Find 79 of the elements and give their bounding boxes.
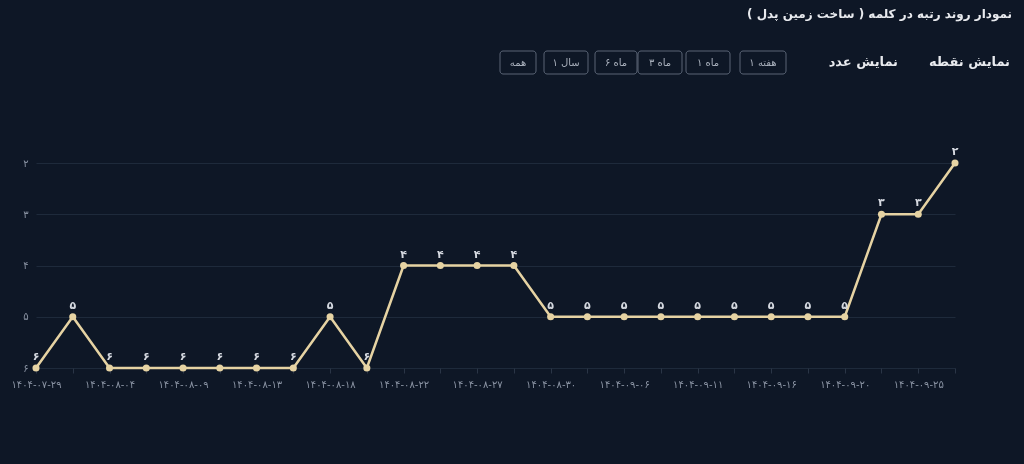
data-label: ۶ [289, 350, 297, 363]
data-label: ۶ [363, 350, 371, 363]
data-label: ۵ [767, 298, 775, 312]
data-label: ۶ [32, 350, 40, 363]
data-label: ۶ [179, 350, 187, 363]
x-tick-label: ۱۴۰۴-۰۷-۲۹ [11, 378, 62, 390]
point [767, 313, 775, 321]
x-tick-label: ۱۴۰۴-۰۸-۰۴ [84, 378, 136, 390]
point [142, 364, 150, 372]
point [105, 364, 114, 372]
data-label: ۶ [216, 350, 224, 363]
data-label: ۶ [253, 350, 260, 363]
point [914, 210, 922, 218]
data-label: ۳ [878, 196, 886, 210]
data-label: ۵ [620, 298, 628, 312]
y-tick-label: ۶ [23, 362, 29, 374]
point [510, 261, 518, 270]
data-label: ۲ [951, 145, 959, 158]
point [32, 364, 40, 372]
y-tick-label: ۲ [23, 157, 29, 169]
x-tick-label: ۱۴۰۴-۰۸-۰۹ [158, 378, 209, 390]
text: ۳ ماه [648, 57, 672, 68]
point [583, 313, 591, 321]
data-label: ۵ [731, 298, 739, 312]
point [473, 261, 481, 270]
point [216, 364, 224, 372]
data-label: ۶ [106, 350, 113, 363]
x-tick-label: ۱۴۰۴-۰۸-۱۸ [305, 378, 357, 390]
text: ۱ سال [552, 57, 580, 68]
point [179, 364, 187, 372]
point [951, 159, 959, 167]
text: نمایش عدد [828, 54, 898, 69]
point [804, 313, 812, 321]
data-label: ۵ [657, 298, 665, 312]
data-label: ۴ [400, 247, 408, 261]
point [547, 313, 555, 321]
point [363, 364, 371, 372]
x-tick-label: ۱۴۰۴-۰۸-۱۳ [231, 378, 283, 390]
x-tick-label: ۱۴۰۴-۰۹-۰۶ [599, 378, 650, 390]
y-tick-label: ۵ [23, 311, 29, 323]
chart-title: نمودار روند رتبه در کلمه ( ساخت زمین پدل ) [746, 7, 1012, 22]
x-tick-label: ۱۴۰۴-۰۹-۱۶ [746, 378, 797, 390]
data-label: ۵ [69, 298, 77, 312]
y-tick-label: ۳ [23, 208, 30, 220]
data-label: ۴ [510, 247, 518, 261]
data-label: ۳ [914, 196, 922, 210]
point [436, 261, 444, 270]
point [289, 364, 297, 372]
data-label: ۵ [326, 298, 334, 312]
text: همه [509, 57, 527, 68]
data-label: ۵ [584, 298, 592, 312]
data-label: ۴ [473, 247, 481, 261]
x-tick-label: ۱۴۰۴-۰۸-۲۷ [452, 378, 504, 390]
text: ۶ ماه [604, 57, 628, 68]
text: نمایش نقطه [928, 54, 1010, 69]
data-label: ۵ [547, 298, 555, 312]
point [620, 313, 628, 321]
point [657, 313, 665, 321]
data-label: ۶ [142, 350, 150, 363]
point [326, 313, 334, 321]
point [877, 210, 886, 218]
data-label: ۵ [804, 298, 812, 312]
x-tick-label: ۱۴۰۴-۰۹-۲۰ [820, 378, 871, 390]
point [253, 364, 261, 372]
point [841, 313, 849, 321]
data-label: ۴ [437, 247, 444, 261]
point [69, 313, 77, 321]
x-tick-label: ۱۴۰۴-۰۸-۲۲ [379, 378, 430, 390]
text: ۱ هفته [749, 57, 777, 68]
point [730, 313, 738, 321]
y-tick-label: ۴ [23, 260, 29, 271]
data-label: ۵ [694, 298, 702, 312]
text: ۱ ماه [696, 57, 720, 68]
data-label: ۵ [841, 298, 849, 312]
x-tick-label: ۱۴۰۴-۰۹-۱۱ [673, 378, 724, 390]
point [694, 313, 702, 321]
point [400, 261, 408, 270]
x-tick-label: ۱۴۰۴-۰۸-۳۰ [526, 378, 577, 390]
x-tick-label: ۱۴۰۴-۰۹-۲۵ [893, 378, 944, 390]
